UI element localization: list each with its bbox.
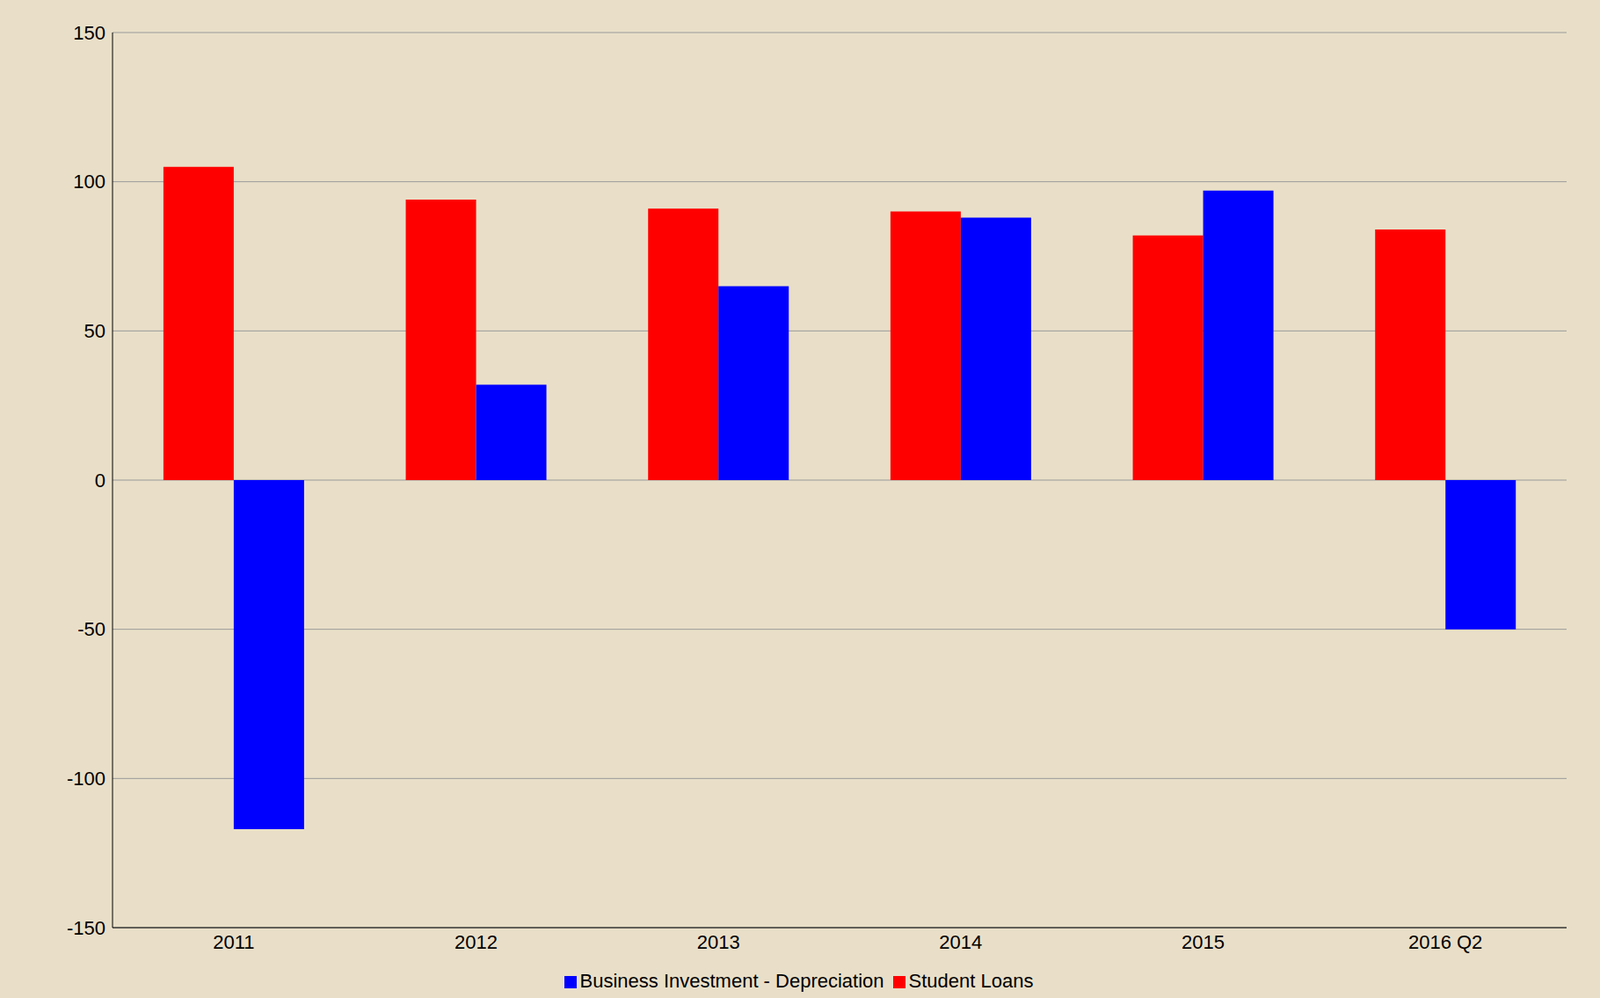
html-text:Business Investment - Deprecia: Business Investment - Depreciation (579, 969, 885, 992)
svg-text:2013: 2013 (697, 930, 741, 953)
svg-text:2011: 2011 (212, 930, 255, 953)
svg-text:2014: 2014 (938, 930, 982, 953)
svg-text:50: 50 (84, 320, 106, 342)
svg-text:2012: 2012 (454, 930, 498, 953)
svg-text:150: 150 (72, 21, 106, 44)
svg-text:0: 0 (94, 469, 106, 492)
svg-text:2016 Q2: 2016 Q2 (1408, 930, 1483, 953)
svg-text:100: 100 (72, 170, 106, 193)
html-text:Student Loans: Student Loans (908, 969, 1034, 992)
svg-text:-50: -50 (77, 618, 106, 640)
svg-text:-100: -100 (66, 767, 106, 790)
svg-text:-150: -150 (66, 916, 106, 939)
svg-text:2015: 2015 (1181, 930, 1225, 953)
